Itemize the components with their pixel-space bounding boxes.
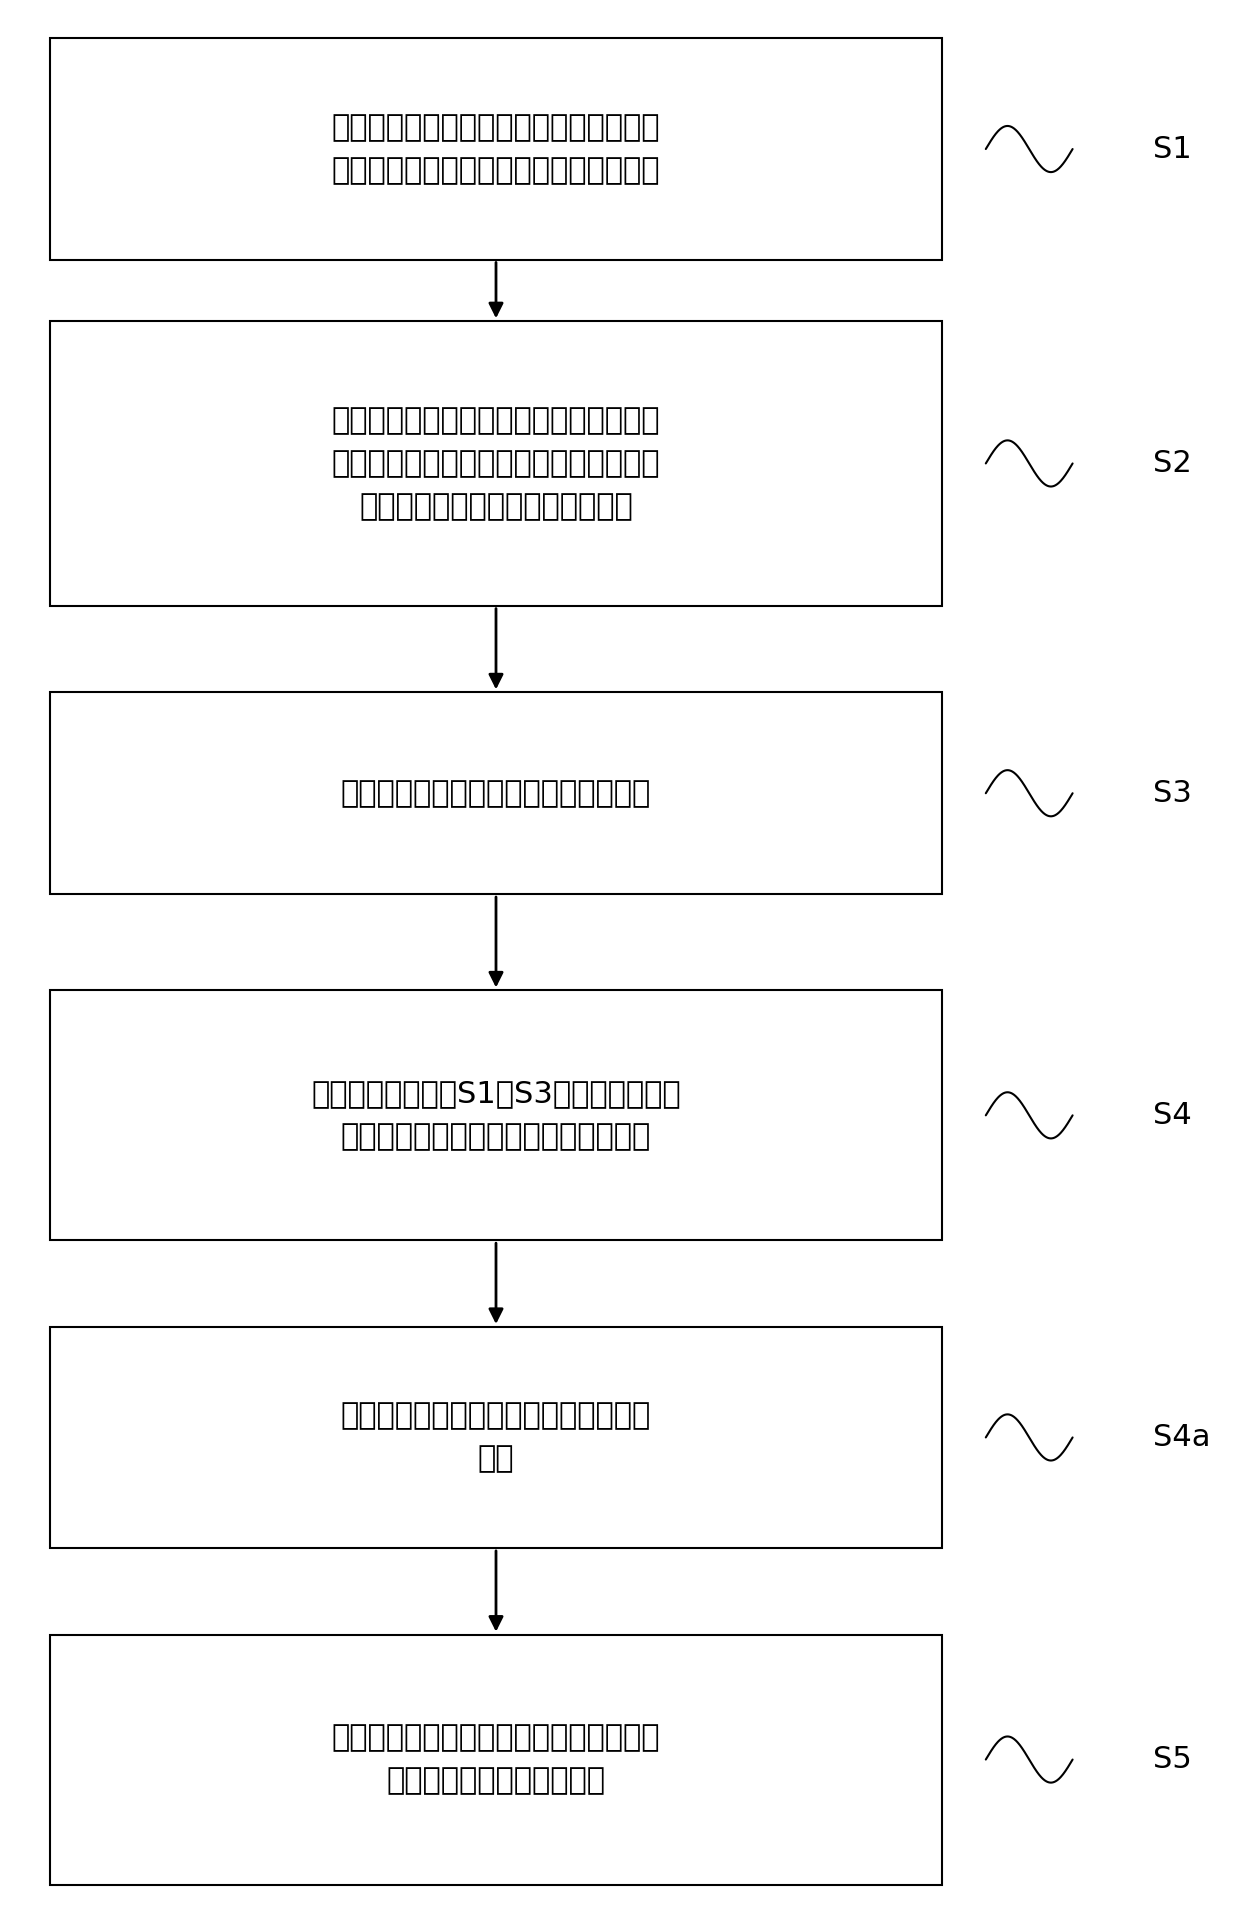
Text: 加热三维物体生坯，使热固性粉末颗粒发
生热聚合，得到三维物体。: 加热三维物体生坯，使热固性粉末颗粒发 生热聚合，得到三维物体。 — [332, 1723, 660, 1796]
Bar — [50, 1327, 942, 1548]
Text: 形成粉末颗粒层，其中粉末颗粒层中至少
包括能够发生热聚合的热固性粉末颗粒；: 形成粉末颗粒层，其中粉末颗粒层中至少 包括能够发生热聚合的热固性粉末颗粒； — [332, 113, 660, 185]
Bar — [50, 321, 942, 606]
Text: 对光固化材料进行固化，形成切片层；: 对光固化材料进行固化，形成切片层； — [341, 779, 651, 808]
Text: S1: S1 — [1153, 135, 1192, 163]
Bar — [50, 692, 942, 894]
Bar — [50, 38, 942, 260]
Text: S4: S4 — [1153, 1100, 1192, 1131]
Text: S3: S3 — [1153, 779, 1192, 808]
Text: S4a: S4a — [1153, 1423, 1210, 1452]
Text: 重复执行上述步骤S1至S3，使获得的多个
切片层逐层叠加以形成三维物体生坯；: 重复执行上述步骤S1至S3，使获得的多个 切片层逐层叠加以形成三维物体生坯； — [311, 1079, 681, 1152]
Bar — [50, 990, 942, 1240]
Text: 根据层打印数据，在粉末颗粒层上喷射光
固化材料，使光固化材料覆盖至少部分粉
末颗粒层并渗透到粉末颗粒层内；: 根据层打印数据，在粉末颗粒层上喷射光 固化材料，使光固化材料覆盖至少部分粉 末颗… — [332, 406, 660, 521]
Text: S2: S2 — [1153, 448, 1192, 479]
Text: S5: S5 — [1153, 1744, 1192, 1775]
Bar — [50, 1635, 942, 1885]
Text: 将未被光固化材料覆盖的粉末颗粒层去
除；: 将未被光固化材料覆盖的粉末颗粒层去 除； — [341, 1402, 651, 1473]
